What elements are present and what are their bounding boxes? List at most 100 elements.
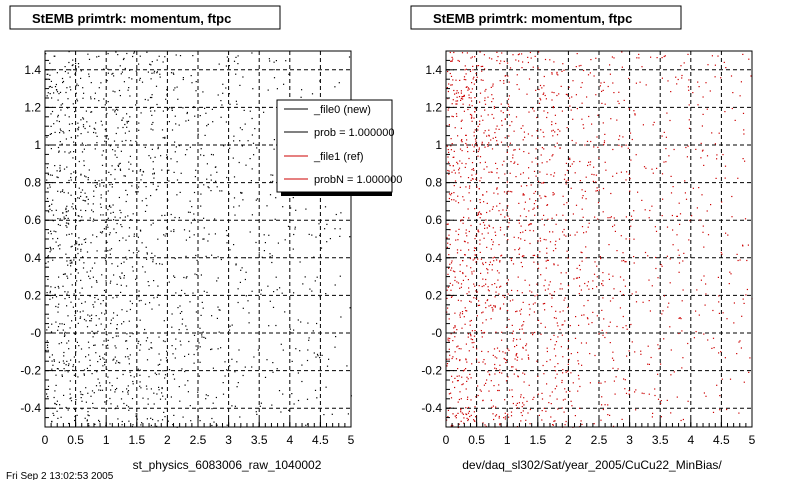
- right-scatter-point: [543, 110, 545, 112]
- right-scatter-point: [644, 209, 646, 211]
- right-scatter-point: [559, 288, 561, 290]
- left-scatter-point: [136, 252, 138, 254]
- right-scatter-point: [667, 80, 669, 82]
- left-scatter-point: [210, 153, 213, 156]
- right-scatter-point: [459, 314, 461, 316]
- right-scatter-point: [521, 406, 523, 408]
- left-scatter-point: [80, 191, 82, 193]
- right-scatter-point: [509, 124, 511, 127]
- left-scatter-point: [255, 199, 257, 201]
- right-scatter-point: [623, 279, 625, 281]
- left-scatter-point: [249, 231, 251, 233]
- right-scatter-point: [450, 262, 453, 264]
- right-scatter-point: [455, 414, 457, 416]
- left-scatter-point: [158, 304, 160, 306]
- left-y-tick-label-8: 1.2: [24, 100, 41, 114]
- left-scatter-point: [51, 368, 53, 370]
- left-scatter-point: [61, 374, 63, 376]
- right-scatter-point: [467, 208, 469, 210]
- right-scatter-point: [535, 148, 537, 150]
- right-scatter-point: [528, 384, 530, 386]
- left-scatter-point: [178, 386, 180, 388]
- left-scatter-point: [202, 331, 204, 333]
- right-scatter-point: [448, 170, 450, 172]
- left-scatter-point: [162, 340, 165, 342]
- right-scatter-point: [604, 404, 606, 406]
- right-scatter-point: [530, 223, 532, 225]
- left-scatter-point: [186, 149, 188, 151]
- left-scatter-point: [70, 397, 72, 399]
- right-scatter-point: [561, 70, 563, 72]
- left-scatter-point: [51, 203, 53, 205]
- right-scatter-point: [468, 350, 470, 352]
- right-scatter-point: [703, 246, 705, 248]
- right-scatter-point: [446, 289, 448, 291]
- left-scatter-point: [194, 273, 196, 275]
- right-scatter-point: [451, 260, 453, 262]
- right-scatter-point: [496, 143, 499, 145]
- left-scatter-point: [89, 320, 91, 322]
- right-scatter-point: [573, 161, 575, 163]
- left-scatter-point: [66, 342, 68, 344]
- left-scatter-point: [90, 96, 92, 98]
- left-scatter-point: [74, 333, 76, 335]
- left-scatter-point: [326, 241, 328, 243]
- left-scatter-point: [187, 211, 190, 213]
- left-scatter-point: [76, 341, 78, 343]
- left-scatter-point: [199, 361, 201, 363]
- right-scatter-point: [569, 325, 571, 327]
- left-scatter-point: [114, 154, 116, 156]
- right-scatter-point: [505, 75, 507, 77]
- left-scatter-point: [152, 161, 154, 163]
- right-scatter-point: [702, 231, 704, 233]
- right-scatter-point: [466, 310, 468, 312]
- left-scatter-point: [105, 140, 107, 143]
- left-scatter-point: [200, 274, 202, 276]
- right-y-tick-label-4: 0.4: [425, 251, 442, 265]
- right-scatter-point: [448, 358, 450, 360]
- right-scatter-point: [471, 88, 473, 90]
- right-scatter-point: [534, 55, 536, 57]
- right-scatter-point: [617, 368, 619, 370]
- right-scatter-point: [611, 56, 613, 58]
- right-scatter-point: [529, 408, 531, 411]
- right-scatter-point: [450, 425, 452, 427]
- left-scatter-point: [240, 191, 242, 194]
- right-scatter-point: [607, 217, 609, 219]
- right-scatter-point: [483, 237, 485, 239]
- right-scatter-point: [738, 412, 740, 414]
- left-scatter-point: [81, 189, 84, 191]
- right-scatter-point: [475, 72, 477, 75]
- left-scatter-point: [157, 420, 159, 422]
- right-scatter-point: [509, 190, 511, 193]
- left-scatter-point: [200, 193, 202, 195]
- right-scatter-point: [563, 178, 566, 180]
- right-scatter-point: [561, 288, 563, 290]
- left-scatter-point: [193, 218, 195, 220]
- right-scatter-point: [497, 56, 499, 58]
- right-scatter-point: [670, 192, 673, 194]
- right-scatter-point: [710, 204, 712, 206]
- left-scatter-point: [268, 325, 270, 327]
- left-scatter-point: [216, 424, 218, 426]
- left-scatter-point: [130, 375, 132, 377]
- right-scatter-point: [554, 244, 556, 246]
- left-scatter-point: [81, 151, 84, 153]
- left-scatter-point: [203, 184, 205, 186]
- left-scatter-point: [238, 161, 240, 164]
- left-scatter-point: [98, 100, 100, 102]
- right-scatter-point: [532, 254, 534, 257]
- left-scatter-point: [302, 283, 304, 285]
- right-scatter-point: [696, 207, 698, 209]
- right-scatter-point: [503, 357, 505, 360]
- right-scatter-point: [672, 186, 674, 188]
- left-scatter-point: [331, 413, 333, 415]
- left-scatter-point: [59, 128, 61, 130]
- right-scatter-point: [672, 229, 674, 231]
- left-scatter-point: [72, 59, 74, 61]
- left-scatter-point: [80, 279, 82, 281]
- right-scatter-point: [641, 199, 643, 201]
- right-scatter-point: [506, 359, 508, 361]
- left-scatter-point: [103, 340, 105, 342]
